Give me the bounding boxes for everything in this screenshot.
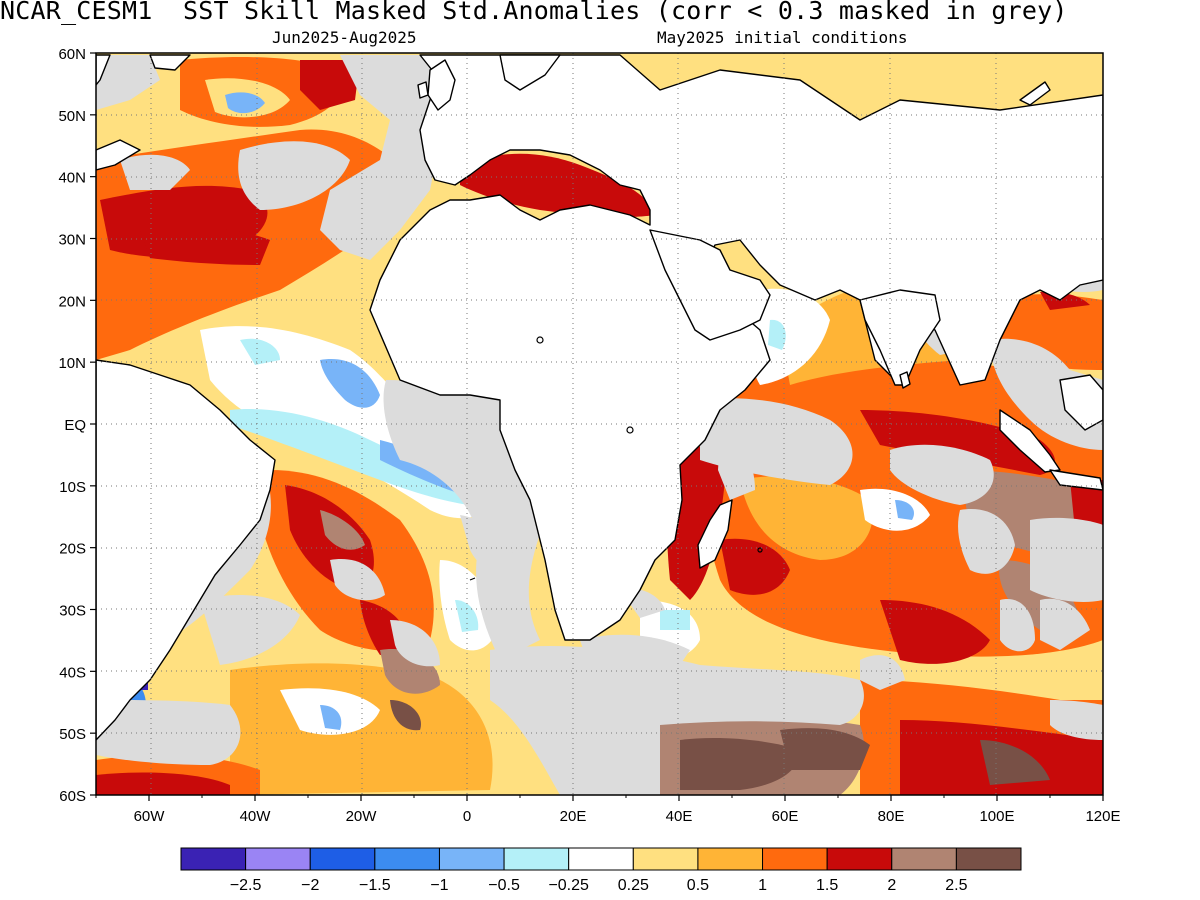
lon-tick-label: 120E [1085,808,1120,825]
colorbar-swatch [697,847,764,871]
colorbar-swatch [180,847,247,871]
lon-tick-label: 60E [772,808,799,825]
colorbar-swatch [309,847,376,871]
lat-tick-label: 50N [58,108,86,125]
colorbar-swatch [632,847,699,871]
lat-tick-label: 40N [58,170,86,187]
islands [469,336,763,581]
continents [96,54,1103,741]
lat-tick-label: 10S [59,479,86,496]
initial-conditions: May2025 initial conditions [657,28,908,47]
lat-axis: 60N 50N 40N 30N 20N 10N EQ 10S 20S 30S 40S 50S 60S [58,46,96,805]
lat-tick-label: 60N [58,46,86,63]
lon-tick-label: 40E [666,808,693,825]
map-title: NCAR_CESM1 SST Skill Masked Std.Anomalie… [0,0,1068,25]
colorbar-swatch [438,847,505,871]
map-field [96,53,1103,795]
colorbar-swatch [568,847,634,871]
graticule [96,53,1103,795]
colorbar-swatch [374,847,440,871]
colorbar-label: 1 [758,877,767,894]
lon-tick-label: 20E [560,808,587,825]
lat-tick-label: 20S [59,541,86,558]
lat-tick-label: 40S [59,664,86,681]
colorbar-label: −1 [430,877,448,894]
lon-axis: 60W 40W 20W 0 20E 40E 60E 80E 100E 120E [95,795,1121,825]
colorbar-swatch [762,847,828,871]
lat-tick-label: 30S [59,603,86,620]
lat-tick-label: 30N [58,232,86,249]
lat-tick-label: 50S [59,726,86,743]
lat-tick-label: 10N [58,355,86,372]
lat-tick-label: 60S [59,788,86,805]
colorbar-swatch [891,847,957,871]
lat-tick-label: 20N [58,293,86,310]
colorbar-label: 1.5 [816,877,838,894]
lon-tick-label: 60W [134,808,166,825]
colorbar-label: −0.5 [488,877,520,894]
colorbar-swatch [245,847,311,871]
colorbar-label: 2.5 [945,877,967,894]
forecast-period: Jun2025-Aug2025 [272,28,417,47]
colorbar: −2.5 −2 −1.5 −1 −0.5 −0.25 0.25 0.5 1 1.5 2 2.5 [180,847,1022,894]
colorbar-swatch [955,847,1022,871]
lat-tick-label: EQ [64,417,86,434]
colorbar-label: 0.5 [687,877,709,894]
lon-tick-label: 100E [979,808,1014,825]
colorbar-label: 2 [887,877,896,894]
colorbar-label: −0.25 [548,877,589,894]
colorbar-label: 0.25 [618,877,649,894]
colorbar-label: −2.5 [230,877,262,894]
colorbar-swatch [826,847,893,871]
anomaly-regions [96,57,1103,795]
colorbar-label: −1.5 [359,877,391,894]
colorbar-swatch [503,847,570,871]
colorbar-label: −2 [301,877,319,894]
lon-tick-label: 40W [240,808,272,825]
lon-tick-label: 80E [878,808,905,825]
lon-tick-label: 20W [346,808,378,825]
lon-tick-label: 0 [463,808,471,825]
